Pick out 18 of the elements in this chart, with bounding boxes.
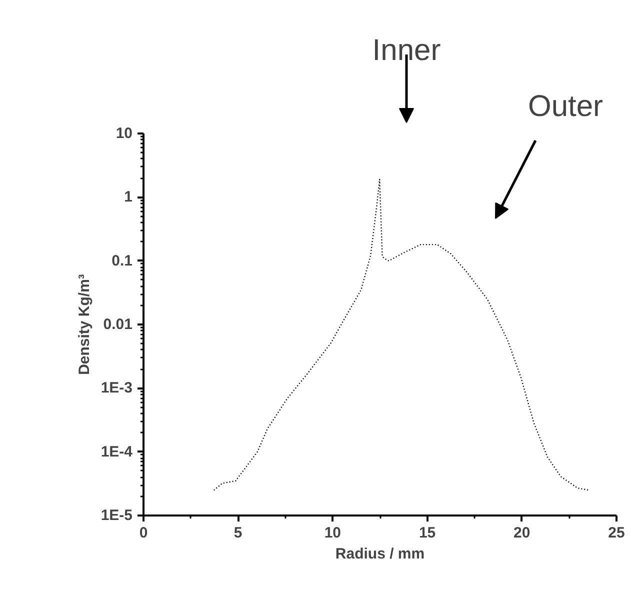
text: Outer	[528, 90, 604, 123]
x-tick-label: 25	[608, 524, 625, 542]
y-tick-label: 1E-3	[100, 380, 133, 397]
y-tick-label: 0.01	[103, 316, 133, 333]
text: Inner	[372, 34, 441, 67]
y-tick-label: 1E-4	[100, 443, 134, 460]
x-tick-label: 20	[514, 524, 530, 542]
y-tick-label: 10	[116, 125, 133, 142]
y-axis-title: Density Kg/m³	[76, 274, 93, 375]
x-axis-title: Radius / mm	[335, 546, 425, 562]
y-tick-label: 0.1	[112, 252, 133, 270]
y-tick-label: 1E-5	[100, 507, 133, 524]
x-tick-label: 15	[418, 524, 436, 542]
x-tick-label: 0	[139, 524, 148, 542]
x-tick-label: 10	[324, 524, 342, 542]
x-tick-label: 5	[234, 524, 242, 542]
line-series	[213, 178, 590, 491]
y-tick-label: 1	[124, 188, 132, 206]
